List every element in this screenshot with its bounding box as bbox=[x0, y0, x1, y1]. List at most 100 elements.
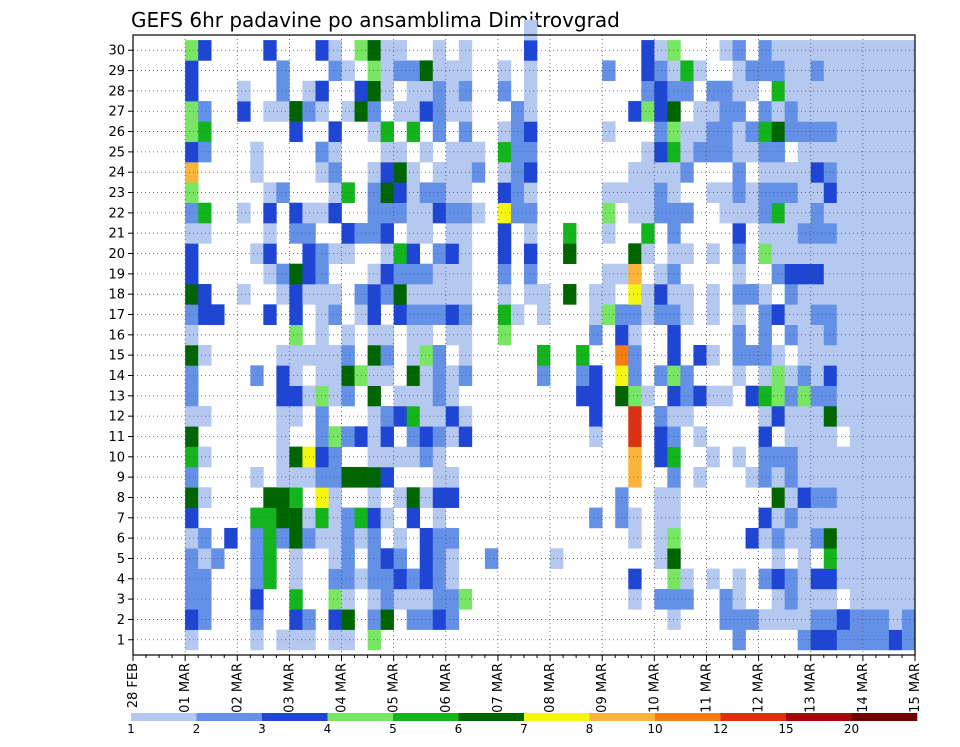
heatmap-cell bbox=[797, 466, 812, 488]
heatmap-cell bbox=[732, 284, 746, 305]
heatmap-cell bbox=[289, 466, 303, 488]
heatmap-cell bbox=[680, 568, 694, 590]
heatmap-cell bbox=[380, 223, 394, 244]
heatmap-cell bbox=[745, 609, 759, 630]
legend-swatch bbox=[720, 713, 787, 721]
heatmap-cell bbox=[393, 162, 407, 183]
heatmap-cell bbox=[875, 243, 890, 264]
heatmap-cell bbox=[367, 588, 381, 610]
heatmap-cell bbox=[797, 385, 812, 407]
heatmap-cell bbox=[784, 202, 798, 224]
heatmap-cell bbox=[537, 345, 551, 366]
heatmap-cell bbox=[745, 182, 759, 204]
heatmap-cell bbox=[315, 426, 329, 447]
heatmap-cell bbox=[797, 284, 812, 305]
heatmap-cell bbox=[784, 365, 798, 386]
heatmap-cell bbox=[576, 365, 590, 386]
heatmap-cell bbox=[419, 405, 434, 427]
heatmap-cell bbox=[836, 80, 851, 102]
heatmap-cell bbox=[289, 385, 303, 407]
heatmap-cell bbox=[380, 426, 394, 447]
y-tick-label: 10 bbox=[108, 450, 125, 465]
heatmap-cell bbox=[289, 304, 303, 325]
heatmap-cell bbox=[524, 141, 538, 163]
heatmap-cell bbox=[875, 466, 890, 488]
heatmap-cell bbox=[849, 141, 864, 163]
heatmap-cell bbox=[771, 405, 785, 427]
heatmap-cell bbox=[419, 304, 434, 325]
legend-label: 5 bbox=[389, 722, 397, 736]
heatmap-cell bbox=[432, 40, 447, 61]
heatmap-cell bbox=[745, 385, 759, 407]
heatmap-cell bbox=[198, 304, 212, 325]
heatmap-cell bbox=[445, 609, 460, 630]
heatmap-cell bbox=[602, 223, 616, 244]
y-tick-label: 30 bbox=[108, 44, 125, 59]
heatmap-cell bbox=[667, 365, 681, 386]
heatmap-cell bbox=[719, 80, 733, 102]
heatmap-cell bbox=[641, 385, 655, 407]
heatmap-cell bbox=[784, 101, 798, 122]
y-tick-label: 25 bbox=[108, 145, 125, 160]
heatmap-cell bbox=[823, 182, 838, 204]
heatmap-cell bbox=[419, 80, 434, 102]
heatmap-cell bbox=[784, 466, 798, 488]
heatmap-cell bbox=[315, 243, 329, 264]
heatmap-cell bbox=[380, 345, 394, 366]
heatmap-cell bbox=[185, 405, 199, 427]
heatmap-cell bbox=[732, 80, 746, 102]
heatmap-cell bbox=[380, 588, 394, 610]
y-tick-label: 16 bbox=[108, 328, 125, 343]
heatmap-cell bbox=[432, 588, 447, 610]
heatmap-cell bbox=[667, 548, 681, 569]
heatmap-cell bbox=[654, 40, 668, 61]
heatmap-cell bbox=[667, 426, 681, 447]
legend-swatch bbox=[262, 713, 328, 721]
heatmap-cell bbox=[602, 182, 616, 204]
heatmap-cell bbox=[797, 101, 812, 122]
heatmap-cell bbox=[875, 40, 890, 61]
heatmap-cell bbox=[328, 527, 342, 549]
heatmap-cell bbox=[250, 141, 264, 163]
heatmap-cell bbox=[784, 182, 798, 204]
heatmap-cell bbox=[849, 284, 864, 305]
heatmap-cell bbox=[628, 263, 642, 285]
heatmap-cell bbox=[276, 80, 290, 102]
heatmap-cell bbox=[237, 284, 251, 305]
heatmap-cell bbox=[419, 548, 434, 569]
heatmap-cell bbox=[471, 162, 486, 183]
heatmap-cell bbox=[198, 40, 212, 61]
heatmap-cell bbox=[823, 263, 838, 285]
heatmap-cell bbox=[849, 162, 864, 183]
heatmap-cell bbox=[641, 40, 655, 61]
heatmap-cell bbox=[289, 588, 303, 610]
heatmap-cell bbox=[875, 223, 890, 244]
heatmap-cell bbox=[823, 385, 838, 407]
heatmap-cell bbox=[276, 405, 290, 427]
heatmap-cell bbox=[289, 405, 303, 427]
heatmap-cell bbox=[784, 162, 798, 183]
heatmap-cell bbox=[289, 284, 303, 305]
heatmap-cell bbox=[836, 466, 851, 488]
heatmap-cell bbox=[836, 527, 851, 549]
legend-label: 12 bbox=[713, 722, 728, 736]
heatmap-cell bbox=[328, 162, 342, 183]
y-tick-label: 6 bbox=[117, 532, 125, 547]
heatmap-cell bbox=[185, 446, 199, 468]
heatmap-cell bbox=[901, 345, 916, 366]
heatmap-cell bbox=[380, 80, 394, 102]
heatmap-cell bbox=[797, 243, 812, 264]
heatmap-cell bbox=[654, 284, 668, 305]
heatmap-cell bbox=[550, 548, 564, 569]
heatmap-cell bbox=[250, 162, 264, 183]
heatmap-cell bbox=[849, 202, 864, 224]
heatmap-cell bbox=[198, 527, 212, 549]
y-tick-label: 13 bbox=[108, 389, 125, 404]
heatmap-cell bbox=[875, 487, 890, 508]
heatmap-cell bbox=[380, 162, 394, 183]
heatmap-cell bbox=[602, 202, 616, 224]
heatmap-cell bbox=[185, 609, 199, 630]
heatmap-cell bbox=[680, 80, 694, 102]
heatmap-cell bbox=[823, 365, 838, 386]
heatmap-cell bbox=[289, 324, 303, 346]
